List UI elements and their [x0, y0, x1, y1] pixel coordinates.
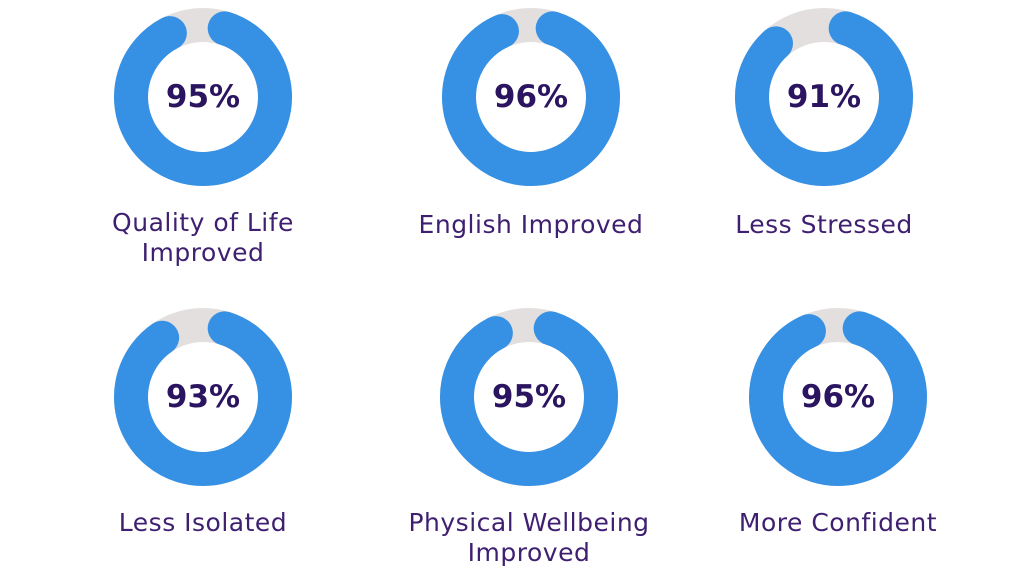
chart-title: Less Stressed [735, 210, 913, 239]
value-label: 95% [492, 379, 566, 415]
value-label: 96% [494, 79, 568, 115]
value-label: 93% [166, 379, 240, 415]
donut-arc [749, 308, 927, 487]
donut-arc [442, 7, 620, 186]
chart-title: Less Isolated [118, 508, 288, 537]
chart-title: More Confident [738, 508, 938, 537]
chart-title: English Improved [418, 210, 644, 239]
donut-arc [735, 8, 913, 186]
donut-arc [114, 8, 292, 186]
chart-title: Physical Wellbeing Improved [408, 508, 650, 567]
value-label: 95% [166, 79, 240, 115]
donut-arc [114, 308, 292, 486]
value-label: 91% [787, 79, 861, 115]
donut-arc [440, 308, 618, 486]
value-label: 96% [801, 379, 875, 415]
chart-title: Quality of Life Improved [112, 208, 294, 267]
